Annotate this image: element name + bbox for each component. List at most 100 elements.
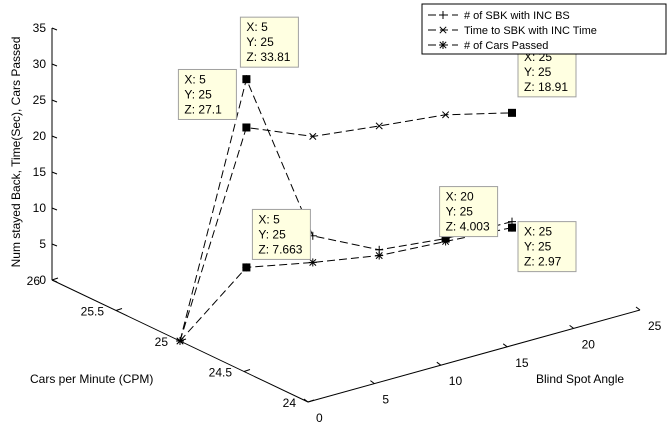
series-3-point <box>176 337 184 345</box>
z-axis-label: Num stayed Back, Time(Sec), Cars Passed <box>9 37 23 268</box>
x-tick-label: 25 <box>648 319 662 333</box>
y-tick-mark <box>307 399 315 403</box>
datatip-background <box>251 208 311 260</box>
marker-stroke <box>442 111 450 119</box>
datatip-text: Y: 25 <box>184 87 212 101</box>
datatip-box: X: 5Y: 25Z: 27.1 <box>177 68 237 120</box>
z-tick-mark <box>51 171 58 175</box>
x-tick-label: 15 <box>515 356 529 370</box>
datatip-text: X: 25 <box>524 225 552 239</box>
series-2-point <box>442 111 450 119</box>
z-tick-mark <box>51 243 58 247</box>
x-tick-mark <box>635 306 641 311</box>
datatip-text: Z: 4.003 <box>446 220 490 234</box>
z-tick-mark <box>51 63 58 67</box>
z-tick-label: 25 <box>33 93 47 107</box>
z-tick-mark <box>51 135 58 139</box>
marker-stroke <box>309 258 317 266</box>
datatip-text: X: 5 <box>184 72 206 86</box>
datatip-text: Y: 25 <box>524 240 552 254</box>
datatip-text: Z: 7.663 <box>258 242 302 256</box>
datatip-background <box>239 16 299 68</box>
x-tick-mark <box>436 361 442 366</box>
series-lines <box>179 77 513 342</box>
y-tick-mark <box>115 308 123 311</box>
y-tick-label: 24 <box>283 396 297 410</box>
marker-stroke <box>375 252 383 260</box>
x-tick-mark <box>502 343 508 348</box>
datatip-text: X: 5 <box>258 212 280 226</box>
z-tick-label: 30 <box>33 57 47 71</box>
datatip-background <box>177 68 237 120</box>
series-line-2 <box>179 112 513 342</box>
z-tick-label: 35 <box>33 21 47 35</box>
datatip-text: Y: 25 <box>246 35 274 49</box>
tick-marks <box>51 27 641 403</box>
legend: # of SBK with INC BS Time to SBK with INC… <box>421 3 667 55</box>
legend-box <box>421 3 667 55</box>
marker-stroke <box>309 132 317 140</box>
x-axis-line <box>307 309 641 403</box>
datatip-text: X: 5 <box>246 20 268 34</box>
y-tick-label: 25 <box>155 335 169 349</box>
x-tick-label: 5 <box>382 393 389 407</box>
datatip-text: Z: 18.91 <box>524 80 568 94</box>
datatip-text: Z: 33.81 <box>246 50 290 64</box>
datatip-marker <box>242 263 251 272</box>
legend-label-1: # of SBK with INC BS <box>464 10 570 22</box>
legend-marker-1 <box>439 11 447 19</box>
legend-label-2: Time to SBK with INC Time <box>464 25 597 37</box>
x-tick-label: 20 <box>582 337 596 351</box>
marker-stroke <box>439 26 447 34</box>
series-3-point <box>375 251 384 260</box>
z-tick-label: 0 <box>39 273 46 287</box>
z-tick-mark <box>51 279 58 283</box>
marker-stroke <box>375 122 383 130</box>
x-tick-label: 0 <box>316 411 323 423</box>
datatip-marker <box>508 223 516 232</box>
datatip-text: Z: 2.97 <box>524 255 562 269</box>
datatip-text: Y: 25 <box>446 205 474 219</box>
datatip-text: Y: 25 <box>524 65 552 79</box>
y-axis-label: Cars per Minute (CPM) <box>30 372 153 386</box>
datatip-marker <box>242 123 251 132</box>
datatip-background <box>439 186 499 238</box>
datatip-marker <box>508 108 516 117</box>
marker-stroke <box>176 337 184 345</box>
series-2-point <box>309 132 317 140</box>
y-tick-label: 24.5 <box>209 366 233 380</box>
z-tick-label: 20 <box>33 129 47 143</box>
legend-entries: # of SBK with INC BS Time to SBK with INC… <box>428 10 597 52</box>
y-tick-label: 25.5 <box>81 305 105 319</box>
legend-marker-2 <box>439 26 447 34</box>
datatip-marker <box>242 75 251 84</box>
datatips: X: 5Y: 25Z: 33.81X: 5Y: 25Z: 27.1X: 25Y:… <box>177 16 577 273</box>
z-tick-label: 5 <box>39 237 46 251</box>
z-tick-label: 10 <box>33 201 47 215</box>
z-tick-mark <box>51 99 58 103</box>
datatip-text: Z: 27.1 <box>184 102 222 116</box>
y-tick-label: 26 <box>27 274 41 288</box>
datatip-background <box>517 221 577 273</box>
z-tick-mark <box>51 27 58 31</box>
x-tick-mark <box>370 380 375 385</box>
series-line-1 <box>179 77 513 342</box>
z-tick-label: 15 <box>33 165 47 179</box>
z-tick-mark <box>51 207 58 211</box>
series-line-3 <box>179 227 513 342</box>
series-2-point <box>375 122 383 130</box>
marker-stroke <box>439 41 447 49</box>
datatip-box: X: 25Y: 25Z: 2.97 <box>517 221 577 273</box>
datatip-text: X: 20 <box>446 190 474 204</box>
datatip-marker <box>441 234 450 243</box>
y-tick-mark <box>243 369 251 372</box>
legend-marker-3 <box>439 41 447 49</box>
datatip-text: Y: 25 <box>258 227 286 241</box>
datatip-box: X: 5Y: 25Z: 33.81 <box>239 16 299 68</box>
datatip-background <box>517 46 577 98</box>
datatip-box: X: 20Y: 25Z: 4.003 <box>439 186 499 238</box>
x-tick-mark <box>303 398 309 403</box>
y-tick-mark <box>51 277 59 281</box>
